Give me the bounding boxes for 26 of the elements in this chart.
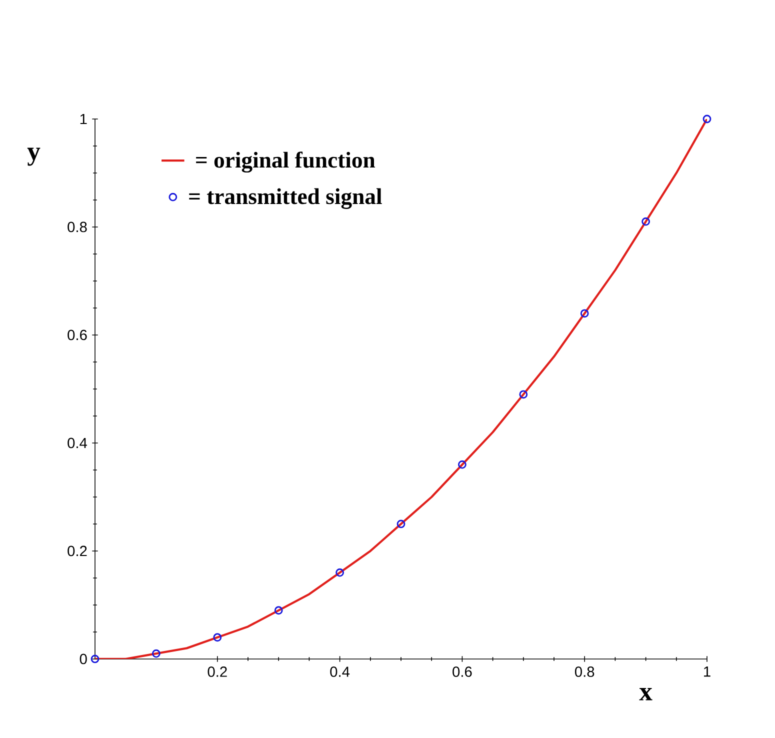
legend-label: = transmitted signal <box>189 188 382 209</box>
x-axis-title: x <box>639 688 652 700</box>
legend-label: = original function <box>196 152 376 173</box>
x-tick-label: 0.2 <box>208 666 227 677</box>
x-tick-label: 0.4 <box>330 666 350 677</box>
y-tick-label: 0.6 <box>68 330 87 340</box>
y-tick-label: 0.4 <box>68 438 88 448</box>
y-tick-label: 1 <box>80 114 87 124</box>
point <box>702 114 712 124</box>
y-axis-title: y <box>27 148 40 166</box>
point <box>519 390 528 399</box>
x-tick-label: 1 <box>704 666 710 677</box>
point <box>580 309 589 318</box>
point <box>396 520 406 528</box>
point <box>213 633 222 642</box>
point <box>274 606 283 615</box>
point <box>458 460 466 469</box>
x-tick-label: 0.8 <box>574 666 594 677</box>
point <box>336 568 344 577</box>
point <box>642 217 650 226</box>
x-tick-label: 0.6 <box>452 666 472 677</box>
y-tick-label: 0.2 <box>68 546 87 556</box>
point <box>90 654 100 664</box>
y-tick-label: 0.8 <box>68 222 87 232</box>
point <box>152 649 160 658</box>
y-tick-label: 0 <box>80 654 87 664</box>
